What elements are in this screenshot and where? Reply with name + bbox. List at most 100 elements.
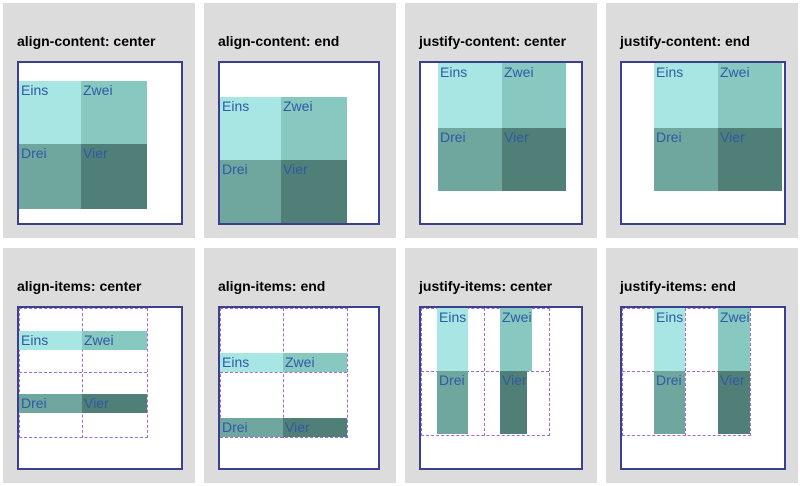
grid-item-zwei: Zwei — [718, 63, 782, 128]
grid-item-label: Zwei — [285, 354, 315, 370]
grid-item-label: Zwei — [720, 64, 750, 80]
panel-title: justify-items: end — [620, 278, 736, 294]
panel-title: align-items: center — [17, 278, 142, 294]
grid-item-zwei: Zwei — [81, 81, 147, 144]
grid-container: Eins Zwei Drei Vier — [218, 306, 380, 470]
grid-item-label: Drei — [222, 419, 248, 435]
grid-item-zwei: Zwei — [82, 331, 147, 350]
grid-item-zwei: Zwei — [283, 353, 347, 372]
grid-item-label: Vier — [720, 129, 745, 145]
grid-item-label: Eins — [656, 64, 684, 80]
grid-item-drei: Drei — [437, 371, 468, 434]
grid-container: Eins Zwei Drei Vier — [620, 306, 786, 470]
grid-item-label: Zwei — [720, 309, 750, 325]
grid-row-line — [220, 372, 347, 373]
grid-item-label: Drei — [21, 145, 47, 161]
panel-title: justify-content: center — [419, 33, 567, 49]
grid-item-vier: Vier — [718, 371, 750, 434]
grid-container: Eins Zwei Drei Vier — [419, 61, 583, 225]
grid-item-label: Drei — [656, 129, 682, 145]
grid-item-label: Zwei — [83, 82, 113, 98]
grid-item-drei: Drei — [220, 418, 283, 437]
panel-title: align-content: center — [17, 33, 156, 49]
panel-title: justify-content: end — [620, 33, 750, 49]
grid-item-label: Eins — [656, 309, 684, 325]
panel-align-items-center: align-items: center Eins Zwei Drei Vier — [3, 248, 195, 483]
grid-item-eins: Eins — [19, 81, 81, 144]
panel-align-items-end: align-items: end Eins Zwei Drei Vier — [204, 248, 396, 483]
grid-column-line — [484, 308, 485, 436]
grid-item-label: Zwei — [504, 64, 534, 80]
grid-item-label: Vier — [285, 419, 310, 435]
grid-item-label: Drei — [439, 372, 465, 388]
grid-column-line — [283, 308, 284, 438]
grid-item-label: Eins — [440, 64, 468, 80]
grid-item-zwei: Zwei — [500, 308, 532, 371]
grid-item-label: Vier — [504, 129, 529, 145]
grid-container: Eins Zwei Drei Vier — [620, 61, 786, 225]
grid-item-vier: Vier — [82, 394, 147, 413]
grid-item-eins: Eins — [654, 63, 718, 128]
grid-item-vier: Vier — [281, 160, 347, 223]
grid-item-eins: Eins — [437, 308, 468, 371]
grid-row-line — [19, 372, 147, 373]
grid-row-line — [421, 371, 549, 372]
grid-container: Eins Zwei Drei Vier — [17, 306, 183, 470]
grid-item-drei: Drei — [654, 128, 718, 191]
grid-item-label: Vier — [84, 395, 109, 411]
grid-item-eins: Eins — [654, 308, 685, 371]
grid-container: Eins Zwei Drei Vier — [419, 306, 583, 470]
grid-item-label: Eins — [21, 82, 49, 98]
grid-item-eins: Eins — [19, 331, 82, 350]
grid-item-eins: Eins — [220, 353, 283, 372]
grid-item-label: Zwei — [502, 309, 532, 325]
grid-container: Eins Zwei Drei Vier — [218, 61, 380, 225]
grid-container: Eins Zwei Drei Vier — [17, 61, 183, 225]
grid-item-label: Zwei — [283, 98, 313, 114]
grid-item-eins: Eins — [438, 63, 502, 128]
panel-align-content-center: align-content: center Eins Zwei Drei Vie… — [3, 3, 195, 238]
grid-item-vier: Vier — [500, 371, 527, 434]
grid-track-outline — [421, 308, 550, 436]
panel-justify-items-end: justify-items: end Eins Zwei Drei Vier — [606, 248, 798, 483]
grid-item-vier: Vier — [718, 128, 782, 191]
grid-item-label: Vier — [83, 145, 108, 161]
grid-item-label: Vier — [283, 161, 308, 177]
grid-item-zwei: Zwei — [718, 308, 750, 371]
grid-item-vier: Vier — [81, 144, 147, 209]
grid-track-outline — [622, 308, 751, 436]
grid-item-drei: Drei — [19, 144, 81, 209]
grid-row-line — [622, 371, 750, 372]
grid-column-line — [82, 308, 83, 438]
grid-item-label: Drei — [440, 129, 466, 145]
grid-item-drei: Drei — [220, 160, 281, 223]
grid-item-drei: Drei — [438, 128, 502, 191]
panel-justify-items-center: justify-items: center Eins Zwei Drei Vie… — [405, 248, 597, 483]
panel-justify-content-center: justify-content: center Eins Zwei Drei V… — [405, 3, 597, 238]
grid-item-label: Zwei — [84, 332, 114, 348]
grid-item-label: Drei — [21, 395, 47, 411]
grid-item-label: Drei — [656, 372, 682, 388]
grid-track-outline — [19, 308, 148, 438]
grid-item-label: Eins — [439, 309, 467, 325]
grid-item-label: Eins — [222, 98, 250, 114]
panel-title: align-items: end — [218, 278, 326, 294]
grid-item-label: Eins — [222, 354, 250, 370]
grid-item-vier: Vier — [283, 418, 347, 437]
grid-item-drei: Drei — [654, 371, 685, 434]
grid-column-line — [685, 308, 686, 436]
grid-item-drei: Drei — [19, 394, 82, 413]
grid-item-zwei: Zwei — [502, 63, 566, 128]
panel-justify-content-end: justify-content: end Eins Zwei Drei Vier — [606, 3, 798, 238]
grid-item-eins: Eins — [220, 97, 281, 160]
grid-item-vier: Vier — [502, 128, 566, 191]
grid-item-label: Eins — [21, 332, 49, 348]
grid-item-label: Vier — [720, 372, 745, 388]
grid-item-label: Vier — [502, 372, 527, 388]
panel-title: justify-items: center — [419, 278, 553, 294]
grid-item-zwei: Zwei — [281, 97, 347, 160]
panel-align-content-end: align-content: end Eins Zwei Drei Vier — [204, 3, 396, 238]
grid-track-outline — [220, 308, 348, 438]
panel-title: align-content: end — [218, 33, 340, 49]
grid-item-label: Drei — [222, 161, 248, 177]
